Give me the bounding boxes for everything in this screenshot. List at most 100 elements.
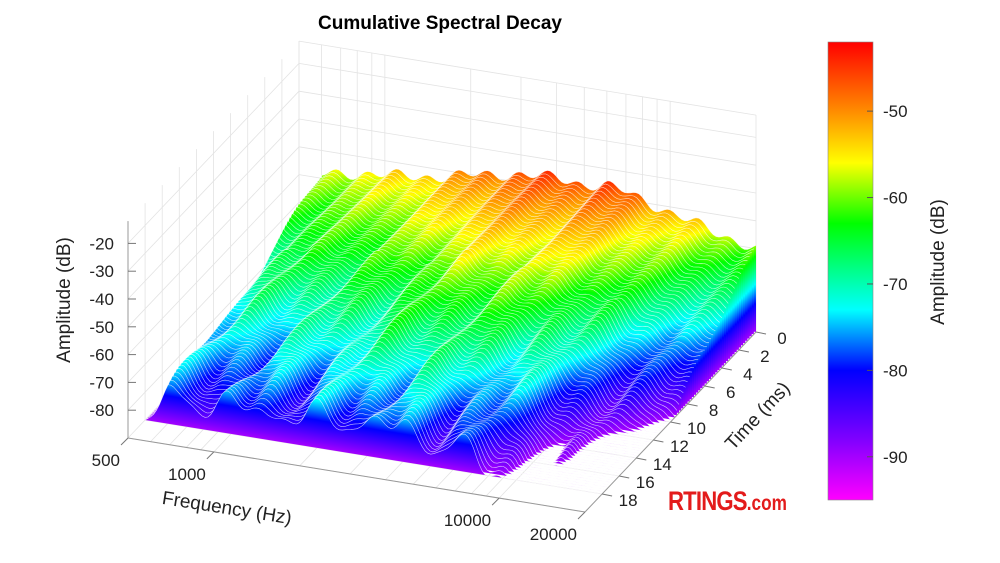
decay-slice-edge bbox=[164, 354, 622, 475]
y-tick bbox=[738, 349, 749, 353]
decay-slice-edge bbox=[266, 215, 725, 314]
decay-slice bbox=[145, 384, 603, 494]
decay-slice-edge bbox=[281, 193, 740, 282]
chart-title: Cumulative Spectral Decay bbox=[318, 13, 562, 34]
decay-slice-edge bbox=[183, 337, 641, 454]
decay-slice-edge bbox=[202, 302, 660, 434]
z-tick-label: -80 bbox=[89, 401, 114, 420]
decay-slice-edge bbox=[176, 343, 635, 461]
x-tick-label: 20000 bbox=[530, 525, 577, 544]
decay-slice-edge bbox=[241, 252, 699, 362]
x-axis-line bbox=[127, 437, 586, 513]
decay-slice-edge bbox=[230, 268, 688, 383]
decay-slice-edge bbox=[219, 280, 678, 411]
decay-slice-edge bbox=[174, 345, 633, 463]
y-tick-label: 4 bbox=[743, 365, 752, 384]
z-tick-label: -40 bbox=[89, 290, 114, 309]
z-tick-label: -20 bbox=[89, 234, 114, 253]
decay-slice-edge bbox=[268, 212, 727, 309]
colorbar-gradient bbox=[827, 41, 874, 501]
x-tick bbox=[491, 497, 500, 506]
rtings-logo: RTINGS.com bbox=[668, 486, 787, 517]
surface bbox=[144, 168, 757, 495]
y-tick bbox=[653, 439, 664, 443]
back-wall-gridline bbox=[298, 90, 757, 166]
decay-slice-edge bbox=[273, 206, 731, 299]
logo-suffix: .com bbox=[746, 492, 787, 515]
y-tick-label: 16 bbox=[636, 473, 655, 492]
colorbar-tick-label: -80 bbox=[883, 361, 908, 380]
decay-slice-edge bbox=[144, 384, 603, 495]
decay-slice-edge bbox=[236, 259, 695, 370]
x-tick-label: 500 bbox=[92, 451, 120, 470]
axes: -20 -30 -40 -50 -60 -70 -80 500 1000 10000 20000 02… bbox=[89, 221, 787, 544]
decay-slice-edge bbox=[208, 292, 667, 427]
decay-slice-edge bbox=[247, 241, 705, 351]
decay-slice-edge bbox=[292, 178, 750, 265]
y-tick bbox=[670, 421, 681, 425]
back-wall-gridline bbox=[298, 63, 757, 138]
decay-slice-edge bbox=[223, 275, 682, 399]
decay-slice-edge bbox=[245, 244, 703, 353]
x-tick bbox=[206, 451, 215, 460]
decay-slice-edge bbox=[213, 287, 671, 423]
decay-slice-edge bbox=[251, 235, 710, 343]
decay-slice-edge bbox=[232, 265, 690, 379]
decay-slice-edge bbox=[226, 273, 684, 393]
decay-slice-edge bbox=[181, 339, 639, 457]
y-tick-label: 18 bbox=[619, 491, 638, 510]
decay-slice-edge bbox=[298, 168, 757, 259]
back-wall-edge bbox=[298, 40, 757, 116]
colorbar: -50 -60 -70 -80 -90 bbox=[827, 41, 908, 501]
z-tick-label: -50 bbox=[89, 318, 114, 337]
decay-slice-edge bbox=[204, 298, 663, 432]
decay-slice-edge bbox=[243, 248, 701, 357]
decay-slice-edge bbox=[270, 209, 729, 304]
y-tick-label: 8 bbox=[709, 401, 718, 420]
decay-slice-edge bbox=[258, 227, 716, 332]
z-tick-label: -70 bbox=[89, 373, 114, 392]
decay-slice-edge bbox=[179, 341, 637, 459]
x-tick bbox=[577, 511, 586, 520]
decay-slice-edge bbox=[168, 350, 626, 470]
decay-slice-edge bbox=[215, 284, 673, 421]
y-tick-label: 14 bbox=[653, 455, 672, 474]
decay-slice-edge bbox=[283, 190, 742, 278]
y-tick-label: 2 bbox=[760, 347, 769, 366]
colorbar-label: Amplitude (dB) bbox=[928, 199, 949, 325]
colorbar-tick-label: -60 bbox=[883, 189, 908, 208]
decay-slice-edge bbox=[264, 218, 723, 319]
decay-slice-edge bbox=[285, 187, 744, 274]
decay-slice-edge bbox=[194, 318, 652, 443]
decay-slice-edge bbox=[217, 282, 676, 417]
decay-slice-edge bbox=[206, 295, 665, 430]
decay-slice-edge bbox=[256, 230, 714, 336]
z-axis-label: Amplitude (dB) bbox=[54, 237, 75, 363]
x-tick bbox=[120, 437, 129, 446]
decay-slice-edge bbox=[275, 203, 733, 294]
decay-slice-edge bbox=[296, 171, 755, 261]
decay-slice-edge bbox=[279, 197, 737, 286]
decay-slice-edge bbox=[249, 238, 707, 347]
side-wall-gridline bbox=[127, 146, 300, 328]
decay-slice-edge bbox=[253, 233, 712, 340]
y-tick-label: 6 bbox=[726, 383, 735, 402]
decay-slice-edge bbox=[185, 333, 643, 452]
x-tick-label: 10000 bbox=[444, 511, 491, 530]
side-wall-gridline bbox=[127, 202, 300, 383]
decay-slice-edge bbox=[277, 200, 735, 290]
x-tick-label: 1000 bbox=[168, 465, 206, 484]
side-wall-gridline bbox=[127, 90, 300, 272]
z-tick-label: -30 bbox=[89, 262, 114, 281]
side-wall-gridline bbox=[127, 63, 300, 244]
decay-slice-edge bbox=[166, 352, 624, 472]
decay-slice-edge bbox=[221, 278, 680, 405]
decay-slice-edge bbox=[234, 262, 692, 375]
colorbar-tick-label: -90 bbox=[883, 448, 908, 467]
y-tick-label: 0 bbox=[777, 329, 786, 348]
decay-slice-edge bbox=[260, 224, 718, 327]
decay-slice-edge bbox=[238, 255, 697, 366]
decay-slice-edge bbox=[200, 306, 658, 436]
x-axis-label: Frequency (Hz) bbox=[161, 488, 294, 529]
